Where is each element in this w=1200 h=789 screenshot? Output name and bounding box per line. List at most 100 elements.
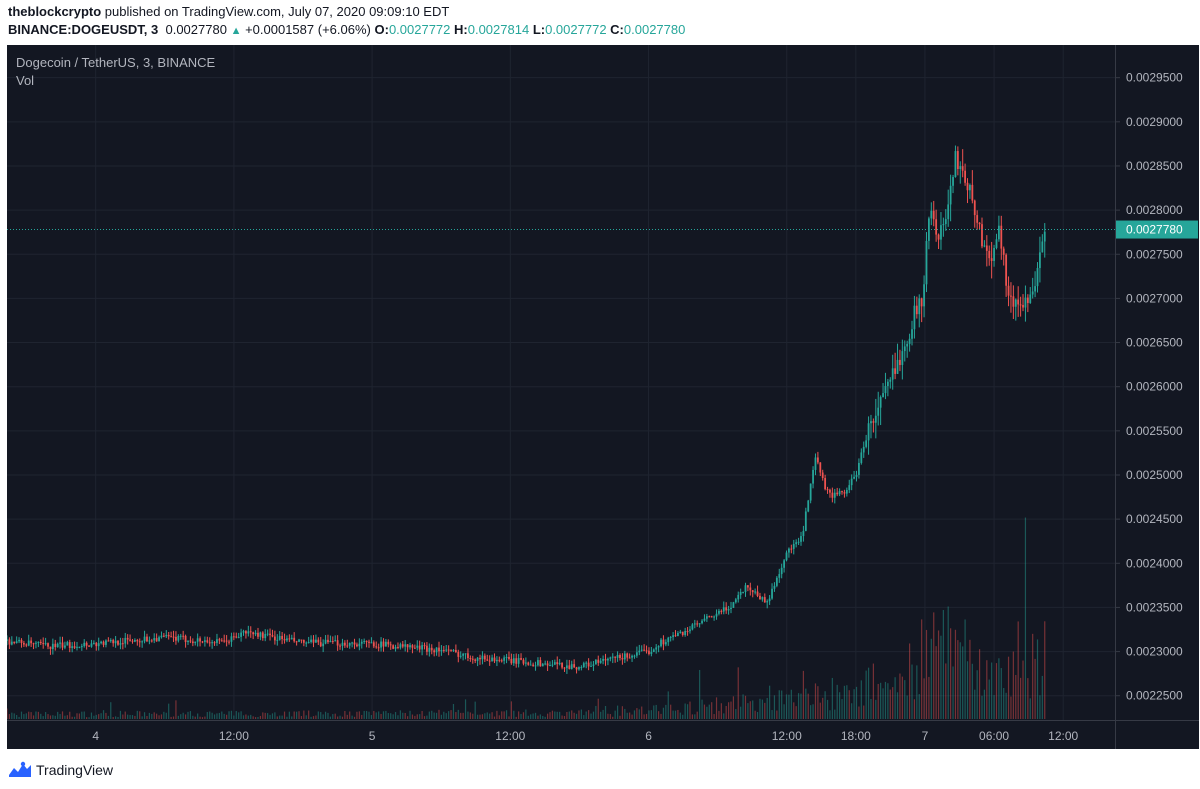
time-tick-label: 6 [645,729,652,743]
candle-body [865,440,868,447]
series-legend-title[interactable]: Dogecoin / TetherUS, 3, BINANCE [16,55,216,70]
candlestick-chart[interactable]: 0.0022500 0.0023000 0.0023500 0.0024000 0.00… [7,45,1199,749]
volume-bar [419,714,421,719]
volume-bar [242,715,245,719]
volume-bar [645,713,648,719]
candle-body [430,647,433,651]
volume-bar [937,630,940,719]
volume-bar [262,712,264,719]
candle-body [1043,231,1046,242]
volume-bar [310,716,312,719]
volume-bar [1000,668,1002,719]
volume-bar [201,717,204,719]
volume-bar [407,716,409,719]
candle-body [981,224,983,247]
candle-body [966,182,969,191]
volume-bar [382,711,385,719]
volume-bar [771,710,773,719]
candle-body [737,594,740,600]
volume-bar [83,711,85,719]
volume-bar [250,714,252,719]
volume-bar [361,714,363,719]
candle-body [684,631,687,635]
candle-body [1039,252,1041,268]
candle-body [177,636,180,641]
volume-bar [522,712,525,719]
candle-body [985,245,988,251]
candle-body [942,224,945,226]
volume-bar [1036,639,1039,719]
candle-body [474,659,477,661]
candle-body [674,635,677,637]
volume-bar [300,716,303,719]
volume-bar [971,663,973,719]
footer: TradingView [0,750,1200,789]
volume-legend-label[interactable]: Vol [16,73,35,88]
volume-bar [986,660,988,719]
volume-bar [600,711,602,719]
time-tick-label: 12:00 [495,729,525,743]
candle-body [235,636,238,638]
volume-bar [98,714,100,719]
candle-body [467,653,469,658]
volume-bar [184,714,187,719]
candle-body [819,462,822,473]
volume-bar [824,691,826,719]
volume-bar [699,669,701,719]
candle-body [339,645,341,647]
volume-bar [269,714,271,719]
candle-body [911,329,913,339]
candle-body [184,635,187,643]
candle-body [720,610,723,612]
volume-bar [228,711,230,719]
volume-bar [1022,660,1024,719]
volume-bar [368,711,370,719]
candle-body [315,639,317,643]
volume-bar [182,712,184,719]
volume-bar [107,715,109,719]
volume-bar [213,714,216,719]
candle-body [211,642,214,644]
candle-body [532,664,535,666]
candle-body [932,210,935,220]
volume-bar [1017,621,1019,719]
candle-body [899,359,901,365]
volume-bar [793,702,795,719]
volume-bar [848,690,850,719]
candle-body [841,491,843,493]
volume-bar [7,708,8,719]
candle-body [997,225,1000,240]
candle-body [266,633,269,635]
candle-body [551,664,554,666]
tradingview-brand[interactable]: TradingView [36,762,114,778]
tradingview-logo-icon[interactable] [8,760,32,778]
volume-bar [568,711,570,719]
candle-body [409,645,411,648]
candle-body [691,624,694,630]
volume-bar [481,714,484,719]
candle-body [655,647,658,650]
time-tick-label: 5 [369,729,376,743]
volume-bar [496,710,498,719]
candle-body [510,658,513,664]
price-tick-label: 0.0023500 [1126,600,1183,614]
candle-body [105,640,107,645]
candle-body [312,639,315,643]
volume-bar [102,710,105,719]
volume-bar [674,710,677,719]
chart-pane[interactable]: 0.0022500 0.0023000 0.0023500 0.0024000 0.00… [7,45,1199,749]
volume-bar [139,711,141,719]
candle-body [614,656,617,658]
volume-bar [908,643,911,719]
candle-body [493,657,496,662]
volume-bar [230,710,233,719]
volume-bar [25,713,27,719]
volume-bar [358,711,360,719]
volume-bar [957,640,959,719]
volume-bar [489,713,491,719]
candle-body [10,641,13,645]
volume-bar [276,716,278,719]
volume-bar [47,714,49,719]
volume-bar [740,706,742,719]
candle-body [667,637,670,643]
